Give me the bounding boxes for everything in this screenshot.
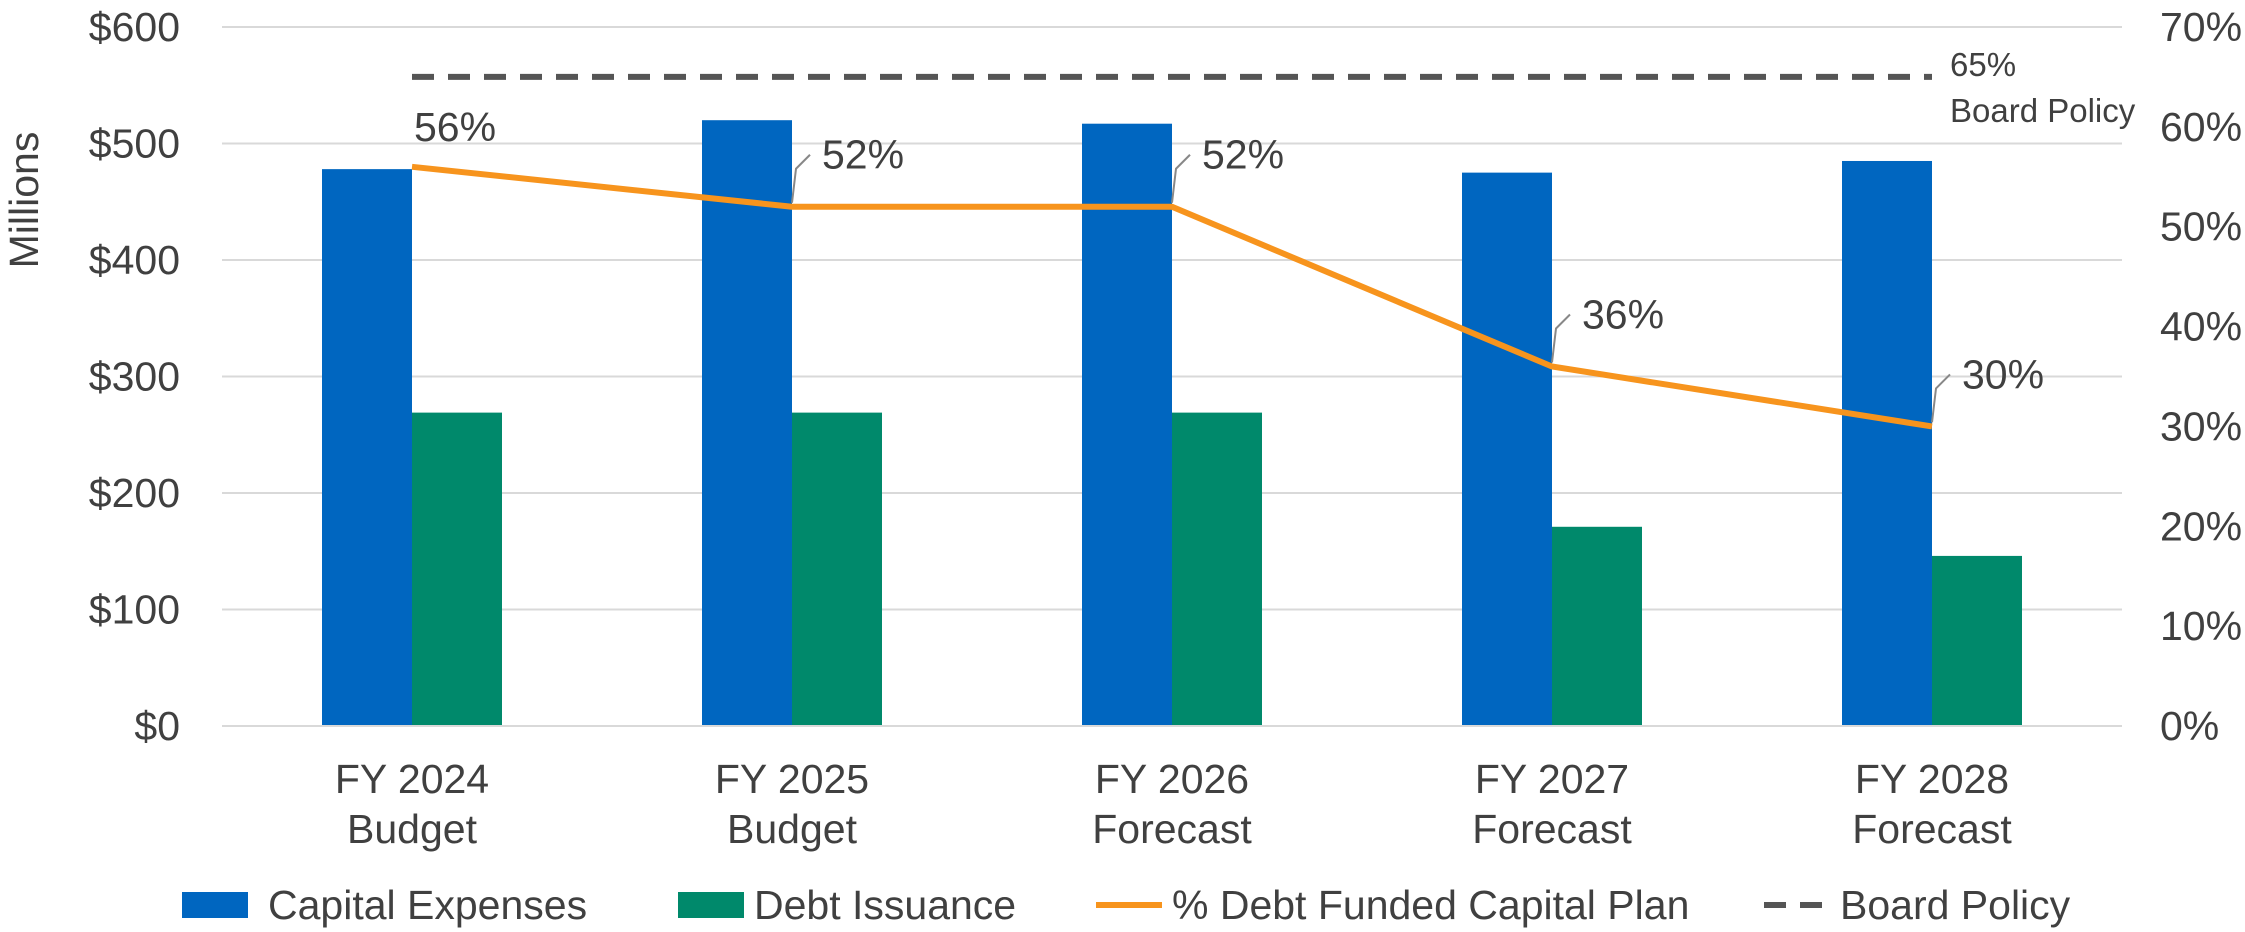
y2-tick-label: 40%	[2160, 304, 2242, 350]
y2-tick-label: 0%	[2160, 703, 2219, 749]
leader-line	[1551, 313, 1571, 363]
legend-label: % Debt Funded Capital Plan	[1172, 882, 1689, 928]
y-tick-label: $300	[89, 354, 180, 400]
policy-label: 65%	[1950, 46, 2016, 83]
y2-tick-label: 70%	[2160, 4, 2242, 50]
x-tick-label: FY 2028 Forecast	[1852, 756, 2012, 852]
y-tick-label: $500	[89, 121, 180, 167]
legend-label: Capital Expenses	[268, 882, 587, 928]
x-tick-label: FY 2024 Budget	[335, 756, 489, 852]
bar	[1932, 555, 2022, 726]
y-axis-label: Millions	[1, 132, 47, 269]
x-tick-label: FY 2026 Forecast	[1092, 756, 1252, 852]
data-label: 56%	[414, 104, 496, 150]
leader-line	[1171, 154, 1191, 203]
bar	[1462, 172, 1552, 726]
legend-swatch	[182, 892, 248, 918]
data-label: 30%	[1962, 351, 2044, 397]
y-tick-label: $400	[89, 237, 180, 283]
bar	[322, 169, 412, 726]
legend-label: Debt Issuance	[754, 882, 1016, 928]
x-tick-label: FY 2027 Forecast	[1472, 756, 1632, 852]
data-label: 52%	[822, 132, 904, 178]
leader-line	[1931, 373, 1951, 423]
y2-tick-label: 10%	[2160, 603, 2242, 649]
y2-tick-label: 50%	[2160, 204, 2242, 250]
line-series	[411, 163, 1933, 430]
legend-label: Board Policy	[1840, 882, 2071, 928]
y-tick-label: $600	[89, 4, 180, 50]
policy-annotation: Board Policy	[1950, 92, 2136, 129]
y-tick-label: $200	[89, 470, 180, 516]
bar	[1172, 412, 1262, 726]
y2-tick-label: 60%	[2160, 104, 2242, 150]
legend-swatch	[678, 892, 744, 918]
y2-tick-label: 30%	[2160, 403, 2242, 449]
bar	[1842, 160, 1932, 727]
bar	[702, 120, 792, 726]
x-tick-label: FY 2025 Budget	[715, 756, 869, 852]
bar	[412, 412, 502, 726]
y-tick-label: $100	[89, 587, 180, 633]
bar	[1552, 526, 1642, 726]
bar	[1082, 123, 1172, 726]
leader-line	[791, 154, 811, 203]
bar	[792, 412, 882, 726]
y-tick-label: $0	[134, 703, 180, 749]
data-label: 36%	[1582, 292, 1664, 338]
data-label: 52%	[1202, 132, 1284, 178]
y2-tick-label: 20%	[2160, 503, 2242, 549]
